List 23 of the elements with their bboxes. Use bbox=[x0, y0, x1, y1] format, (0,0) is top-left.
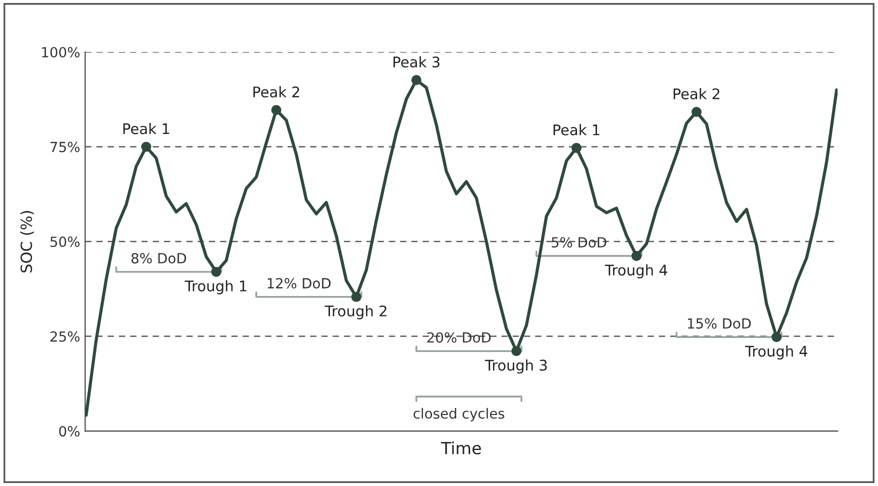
annotation: 15% DoD bbox=[688, 318, 751, 329]
annotation: Peak 2 bbox=[253, 86, 300, 98]
annotation: Peak 2 bbox=[674, 88, 720, 100]
annotation: 8% DoD bbox=[131, 252, 186, 264]
y-tick-label: 75% bbox=[50, 142, 80, 152]
y-tick-label: 100% bbox=[42, 46, 80, 58]
y-axis-title: SOC (%) bbox=[20, 211, 34, 272]
annotation: Peak 3 bbox=[394, 56, 440, 68]
annotation: Trough 1 bbox=[184, 280, 246, 294]
annotation: 5% DoD bbox=[552, 237, 606, 248]
y-tick-label: 50% bbox=[50, 236, 80, 248]
annotation: closed cycles bbox=[414, 408, 504, 422]
annotation: Trough 4 bbox=[604, 264, 668, 278]
y-tick-label: 0% bbox=[59, 426, 80, 437]
annotation: 12% DoD bbox=[268, 278, 331, 289]
annotation: Trough 4 bbox=[745, 345, 808, 360]
annotation: Peak 1 bbox=[554, 124, 600, 136]
annotation: Trough 3 bbox=[484, 359, 547, 374]
annotation: Peak 1 bbox=[123, 122, 170, 134]
annotation: 20% DoD bbox=[427, 332, 491, 343]
x-axis-title: Time bbox=[440, 442, 481, 454]
y-tick-label: 25% bbox=[50, 331, 80, 342]
annotation: Trough 2 bbox=[324, 305, 386, 320]
